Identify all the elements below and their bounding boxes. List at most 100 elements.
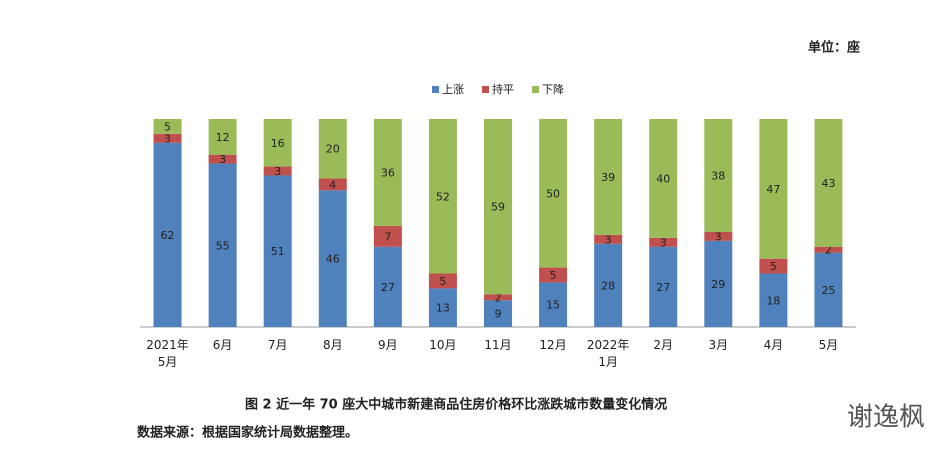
bar-segment [153, 119, 182, 134]
value-label: 36 [381, 166, 395, 179]
x-tick-label: 4月 [764, 338, 784, 352]
bar-segment [484, 119, 512, 295]
bar-segment [208, 163, 237, 327]
legend-label: 下降 [542, 82, 564, 96]
bar-segment [208, 119, 237, 155]
x-tick-label: 5月 [819, 338, 839, 352]
bar-segment [594, 234, 623, 244]
x-tick-label: 12月 [539, 338, 566, 352]
bar-segment [649, 246, 678, 327]
value-label: 16 [271, 137, 285, 150]
bar-segment [704, 231, 733, 241]
value-label: 51 [271, 245, 285, 258]
value-label: 20 [326, 143, 340, 156]
bar-segment [153, 142, 182, 327]
value-label: 3 [660, 236, 667, 249]
value-label: 27 [381, 281, 395, 294]
bar-segment [484, 294, 512, 301]
legend-swatch [432, 86, 439, 93]
value-label: 3 [274, 165, 281, 178]
value-label: 50 [546, 187, 560, 200]
x-tick-label: 9月 [378, 338, 398, 352]
bar-segment [759, 273, 788, 327]
value-label: 29 [711, 278, 725, 291]
bar-segment [539, 119, 568, 268]
source: 数据来源：根据国家统计局数据整理。 [137, 425, 358, 441]
bar-segment [208, 154, 237, 164]
value-label: 4 [329, 178, 336, 191]
value-label: 27 [656, 281, 670, 294]
bar-segment [704, 240, 733, 327]
value-label: 28 [601, 279, 615, 292]
value-label: 62 [161, 229, 175, 242]
bar-segment [318, 178, 347, 191]
legend-swatch [532, 86, 539, 93]
value-label: 3 [219, 153, 226, 166]
bar-segment [649, 119, 678, 238]
legend-label: 上涨 [442, 83, 464, 96]
bar-segment [263, 166, 292, 176]
bar-segment [484, 300, 512, 327]
bar-segment [759, 119, 788, 259]
bar-segment [814, 119, 843, 247]
value-label: 18 [766, 294, 780, 307]
value-label: 13 [436, 302, 450, 315]
bar-segment [373, 119, 402, 226]
value-label: 5 [770, 260, 777, 273]
bar-segment [318, 119, 347, 179]
watermark: 谢逸枫 [847, 403, 925, 433]
value-label: 9 [495, 308, 502, 321]
value-label: 5 [550, 269, 557, 282]
value-label: 38 [711, 169, 725, 182]
bar-segment [539, 267, 568, 283]
value-label: 43 [821, 177, 835, 190]
value-label: 46 [326, 253, 340, 266]
value-label: 12 [216, 131, 230, 144]
x-tick-label: 7月 [268, 338, 288, 352]
bar-segment [263, 119, 292, 167]
legend-label: 持平 [492, 82, 514, 96]
value-label: 59 [491, 201, 505, 214]
value-label: 40 [656, 172, 670, 185]
bar-segment [594, 119, 623, 235]
legend-swatch [482, 86, 489, 93]
x-tick-label: 11月 [484, 338, 511, 352]
x-tick-label: 8月 [323, 338, 343, 352]
bar-segment [373, 225, 402, 247]
bar-segment [814, 252, 843, 327]
x-tick-label: 2月 [653, 338, 673, 352]
value-label: 55 [216, 239, 230, 252]
value-label: 3 [605, 233, 612, 246]
bar-segment [428, 119, 457, 274]
x-tick-label: 2022年 1月 [587, 338, 630, 369]
caption: 图 2 近一年 70 座大中城市新建商品住房价格环比涨跌城市数量变化情况 [245, 397, 667, 413]
bar-segment [318, 190, 347, 327]
bar-segment [539, 282, 568, 327]
bar-segment [373, 246, 402, 327]
value-label: 47 [766, 183, 780, 196]
value-label: 52 [436, 190, 450, 203]
value-label: 25 [821, 284, 835, 297]
bar-segment [704, 119, 733, 232]
unit-label: 单位：座 [808, 40, 860, 56]
value-label: 15 [546, 299, 560, 312]
x-tick-label: 2021年 5月 [146, 338, 189, 369]
value-label: 7 [384, 230, 391, 243]
value-label: 3 [715, 230, 722, 243]
value-label: 39 [601, 171, 615, 184]
value-label: 5 [439, 275, 446, 288]
bar-segment [594, 243, 623, 327]
bar-segment [649, 237, 678, 247]
bar-segment [428, 288, 457, 327]
value-label: 2 [495, 291, 502, 304]
value-label: 2 [825, 244, 832, 257]
bar-segment [759, 258, 788, 274]
bar-segment [263, 175, 292, 327]
value-label: 5 [164, 120, 171, 133]
x-tick-label: 3月 [708, 338, 728, 352]
bar-segment [153, 133, 182, 143]
x-tick-label: 6月 [213, 338, 233, 352]
bar-segment [428, 273, 457, 289]
x-tick-label: 10月 [429, 338, 456, 352]
